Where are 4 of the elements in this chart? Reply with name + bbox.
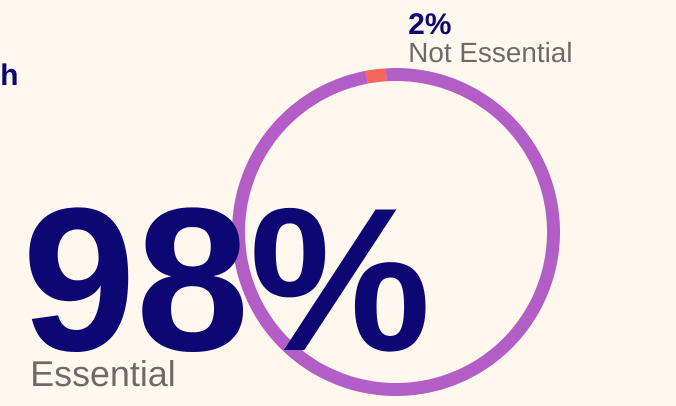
data-label: 2% [409, 13, 451, 34]
text: h [2, 63, 17, 85]
slice-label: Essential [33, 360, 174, 386]
slice-label: Not Essential [410, 42, 571, 62]
